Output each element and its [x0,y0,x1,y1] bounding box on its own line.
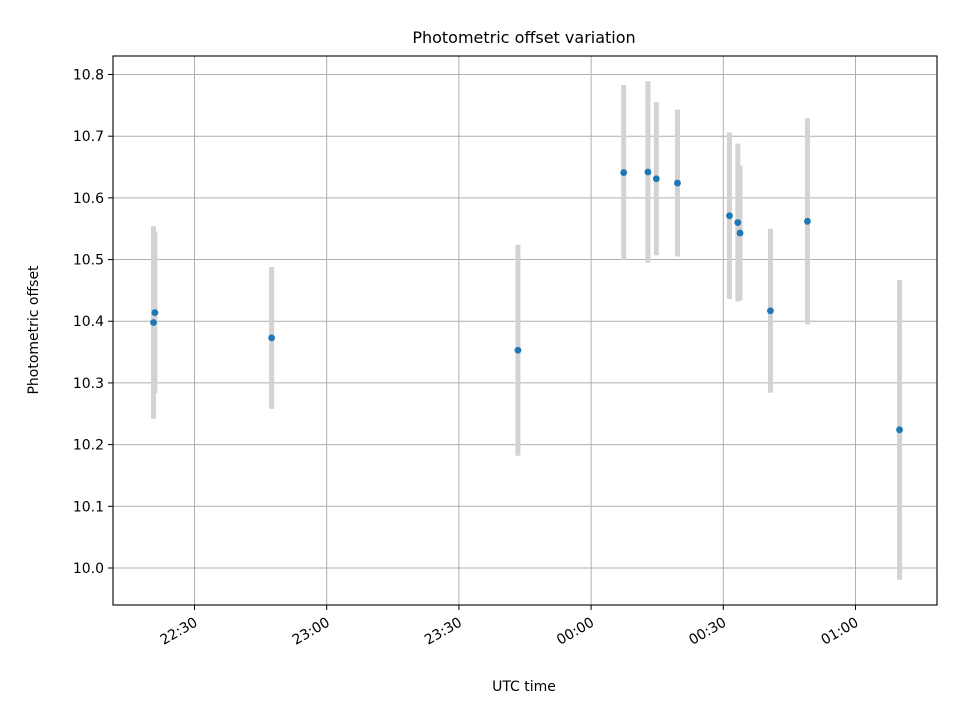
data-point [151,309,159,317]
errorbar-layer [151,81,903,580]
data-point [726,212,733,220]
x-tick-label: 00:00 [554,615,597,649]
y-axis-label: Photometric offset [26,265,42,395]
point-layer [150,168,903,434]
y-tick-label: 10.2 [73,438,104,454]
y-tick-label: 10.7 [73,129,104,145]
data-point [514,346,522,354]
data-point [620,169,628,176]
data-point [736,229,744,237]
y-tick-label: 10.6 [73,191,104,207]
y-tick-label: 10.1 [73,499,104,515]
data-point [896,426,903,434]
data-point [150,319,157,326]
y-tick-label: 10.4 [73,314,104,330]
x-tick-label: 22:30 [158,615,201,649]
data-point [652,175,660,183]
data-point [268,334,276,342]
tick-layer: 10.0 10.1 10.2 10.3 10.4 10.5 10.6 10.7 10.8 22:3… [73,68,862,649]
data-point [644,168,652,176]
data-point [767,307,774,315]
x-tick-label: 23:30 [422,615,465,649]
x-tick-label: 01:00 [819,615,862,649]
chart-title: Photometric offset variation [412,28,635,47]
x-tick-label: 23:00 [290,615,333,649]
y-tick-label: 10.5 [73,253,104,269]
x-axis-label: UTC time [492,679,556,695]
y-tick-label: 10.3 [73,376,104,392]
grid-layer [113,56,937,605]
data-point [734,219,742,226]
data-point [804,217,811,225]
y-tick-label: 10.8 [73,68,104,84]
data-point [674,179,681,187]
x-tick-label: 00:30 [686,615,729,649]
plot-frame [112,55,938,606]
y-tick-label: 10.0 [73,561,104,577]
